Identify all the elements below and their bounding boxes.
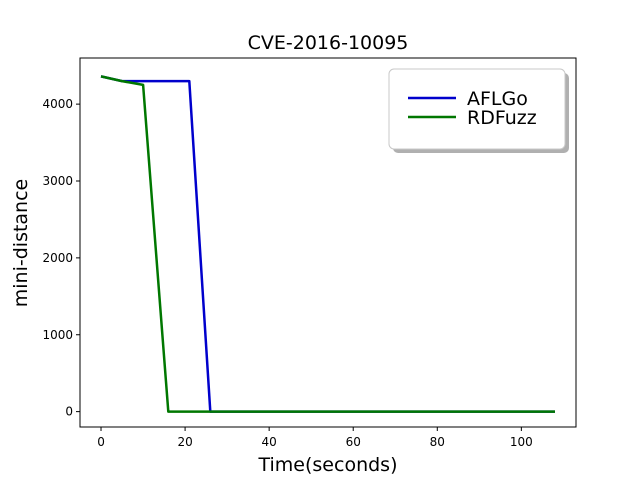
y-tick-label: 1000: [42, 328, 73, 342]
y-axis-ticks: 0 1000 2000 3000 4000: [42, 97, 80, 419]
x-tick-label: 0: [97, 435, 105, 449]
legend: AFLGo RDFuzz: [388, 68, 569, 153]
legend-box: [388, 68, 566, 150]
series-line-rdfuzz: [100, 75, 555, 413]
series-lines: [100, 75, 555, 413]
x-tick-label: 60: [346, 435, 361, 449]
y-tick-label: 0: [65, 405, 73, 419]
y-axis-label: mini-distance: [10, 179, 32, 307]
y-tick-label: 3000: [42, 174, 73, 188]
legend-label-rdfuzz: RDFuzz: [467, 107, 537, 129]
x-tick-label: 40: [262, 435, 277, 449]
y-tick-label: 2000: [42, 251, 73, 265]
x-tick-label: 100: [510, 435, 533, 449]
x-axis-label: Time(seconds): [258, 454, 398, 476]
x-axis-ticks: 0 20 40 60 80 100: [97, 427, 533, 449]
chart-title: CVE-2016-10095: [248, 32, 409, 54]
y-tick-label: 4000: [42, 97, 73, 111]
x-tick-label: 20: [177, 435, 192, 449]
x-tick-label: 80: [430, 435, 445, 449]
legend-label-aflgo: AFLGo: [467, 88, 528, 110]
